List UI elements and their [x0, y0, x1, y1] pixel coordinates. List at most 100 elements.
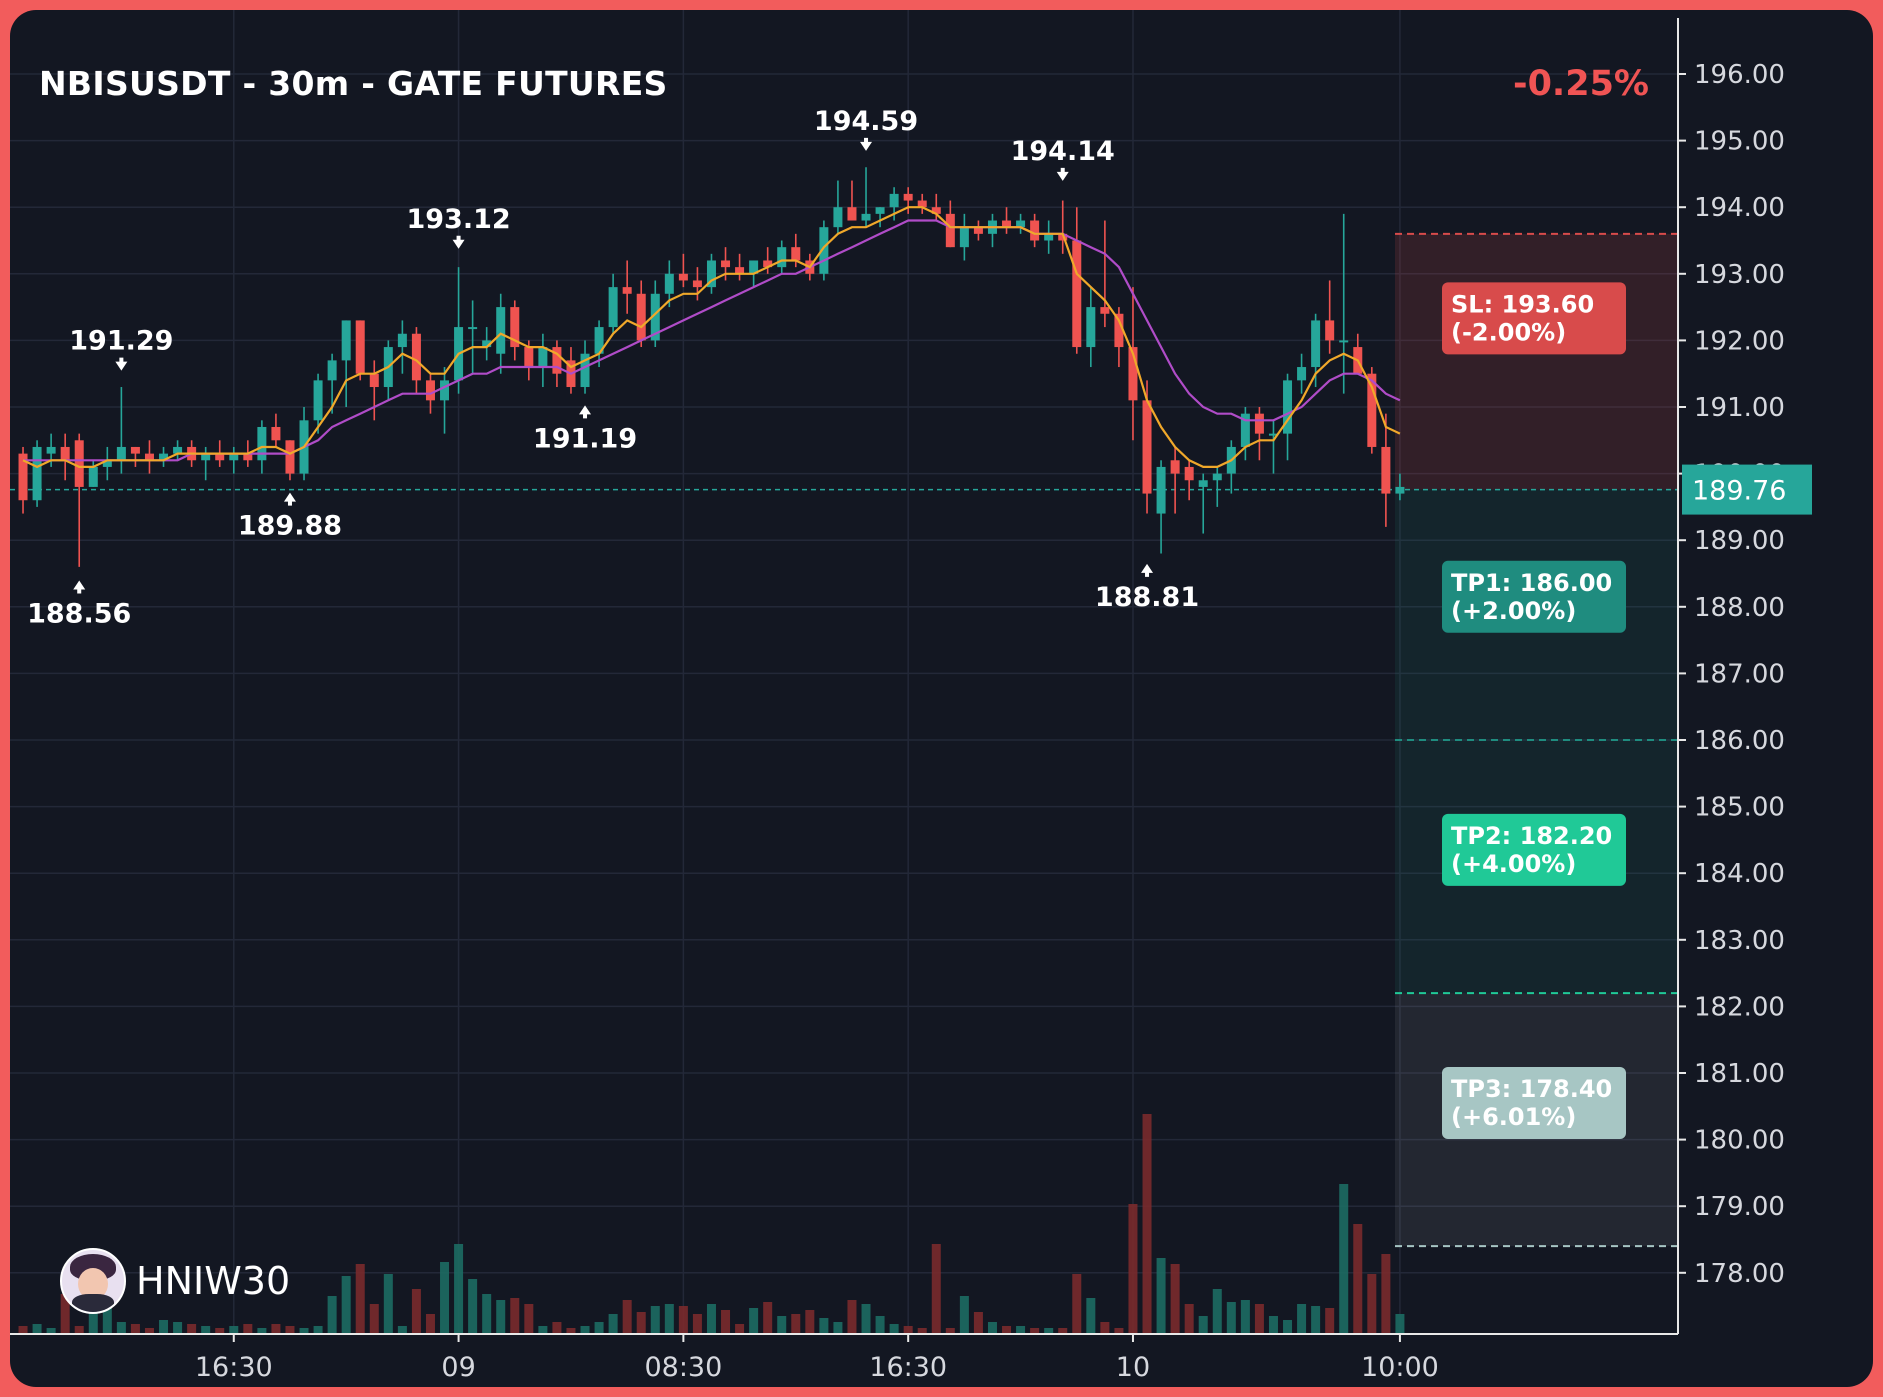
- volume-bar: [1016, 1326, 1026, 1334]
- arrow-down-icon: [452, 235, 465, 249]
- candle: [482, 327, 492, 361]
- candle-body: [749, 260, 759, 274]
- high-label: 193.12: [406, 204, 510, 235]
- volume-bar: [1100, 1322, 1110, 1334]
- candle-body: [271, 426, 281, 441]
- volume-bar: [102, 1304, 112, 1334]
- volume-bar: [636, 1312, 646, 1334]
- candle: [32, 440, 42, 507]
- volume-bar: [144, 1328, 154, 1334]
- candle: [285, 440, 295, 481]
- volume-bar: [959, 1296, 969, 1334]
- chart-frame: 191.29 193.12 194.59 194.14 188.56 189.88 191.…: [10, 10, 1873, 1387]
- low-label: 191.19: [533, 423, 637, 454]
- candle-body: [1156, 466, 1166, 514]
- candle-body: [1030, 220, 1040, 241]
- volume-bar: [454, 1244, 464, 1334]
- volume-bar: [552, 1322, 562, 1334]
- candle: [313, 373, 323, 434]
- candle: [903, 187, 913, 214]
- level-badge-pct: (+2.00%): [1451, 597, 1576, 625]
- candle: [271, 413, 281, 447]
- candle-body: [1086, 307, 1096, 348]
- candle-body: [243, 453, 253, 461]
- volume-bar: [987, 1322, 997, 1334]
- candle-body: [1114, 313, 1124, 348]
- candle-body: [931, 207, 941, 214]
- candle: [1226, 440, 1236, 494]
- candle: [552, 340, 562, 388]
- volume-bar: [622, 1300, 632, 1334]
- volume-bar: [187, 1324, 197, 1334]
- candle: [74, 433, 84, 567]
- candle-body: [411, 333, 421, 381]
- candle-body: [1100, 307, 1110, 314]
- candle: [945, 200, 955, 248]
- candles: [18, 167, 1405, 567]
- candle: [1030, 213, 1040, 248]
- candle-body: [440, 380, 450, 401]
- volume-bar: [608, 1314, 618, 1334]
- y-tick-label: 179.00: [1694, 1192, 1785, 1222]
- candle-body: [777, 247, 787, 268]
- candle: [369, 360, 379, 421]
- candle: [159, 446, 169, 467]
- y-tick-label: 195.00: [1694, 127, 1785, 157]
- y-axis-ticks: 196.00195.00194.00193.00192.00191.00190.…: [1678, 60, 1785, 1289]
- arrow-down-icon: [1056, 167, 1069, 181]
- candle-body: [1339, 340, 1349, 343]
- volume-bar: [116, 1322, 126, 1334]
- volume-bar: [875, 1316, 885, 1334]
- candle: [1325, 280, 1335, 354]
- candle-body: [580, 353, 590, 388]
- candle-body: [608, 287, 618, 328]
- candle-body: [144, 453, 154, 461]
- volume-bar: [299, 1328, 309, 1334]
- candle: [1114, 307, 1124, 368]
- candle: [510, 300, 520, 361]
- sl-zone: [1395, 233, 1678, 490]
- candle-body: [425, 380, 435, 401]
- candle-body: [369, 373, 379, 388]
- candle-body: [1170, 460, 1180, 474]
- candle: [566, 347, 576, 394]
- candle: [763, 247, 773, 274]
- candle: [1212, 466, 1222, 507]
- candle: [1086, 287, 1096, 368]
- low-label: 188.56: [27, 599, 131, 630]
- candle: [678, 253, 688, 288]
- volume-bar: [1226, 1302, 1236, 1334]
- volume-bar: [1311, 1306, 1321, 1334]
- candle-body: [1184, 466, 1194, 481]
- volume-bar: [1297, 1304, 1307, 1334]
- volume-bar: [1072, 1274, 1082, 1334]
- candle: [833, 180, 843, 234]
- candle: [173, 440, 183, 461]
- y-tick-label: 194.00: [1694, 193, 1785, 223]
- candlestick-chart[interactable]: 191.29 193.12 194.59 194.14 188.56 189.88 191.…: [10, 10, 1873, 1387]
- candle: [735, 253, 745, 281]
- arrow-down-icon: [115, 357, 128, 371]
- volume-bar: [538, 1326, 548, 1334]
- candle: [116, 387, 126, 474]
- candle: [1297, 353, 1307, 394]
- volume-bar: [973, 1312, 983, 1334]
- candle-body: [341, 320, 351, 361]
- volume-bar: [243, 1324, 253, 1334]
- volume-bar: [201, 1326, 211, 1334]
- volume-bar: [706, 1304, 716, 1334]
- candle-body: [313, 380, 323, 421]
- chart-title: NBISUSDT - 30m - GATE FUTURES: [39, 64, 668, 103]
- volume-bar: [917, 1328, 927, 1334]
- candle-body: [664, 273, 674, 294]
- candle-body: [355, 320, 365, 374]
- y-tick-label: 191.00: [1694, 393, 1785, 423]
- watermark: HNIW30: [60, 1248, 290, 1314]
- volume-bar: [594, 1322, 604, 1334]
- candle: [102, 446, 112, 481]
- candle-body: [594, 327, 604, 354]
- price-annotations: 191.29 193.12 194.59 194.14 188.56 189.88 191.…: [27, 106, 1199, 630]
- volume-bar: [355, 1264, 365, 1334]
- candle-body: [735, 267, 745, 274]
